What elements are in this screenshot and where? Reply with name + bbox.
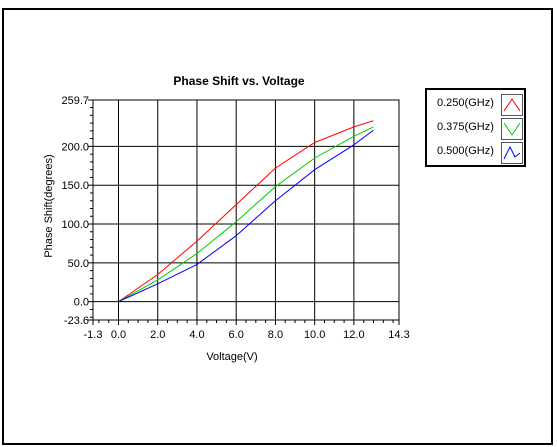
x-tick-label: 8.0 bbox=[268, 329, 283, 341]
x-tick-label: -1.3 bbox=[84, 329, 103, 341]
series-line-2 bbox=[118, 126, 374, 303]
x-axis-label: Voltage(V) bbox=[206, 351, 257, 363]
legend-item-series-2[interactable]: 0.375(GHz) bbox=[427, 117, 524, 141]
y-tick-label: 0.0 bbox=[74, 297, 89, 309]
x-tick-label: 6.0 bbox=[229, 329, 244, 341]
series-line-1 bbox=[118, 120, 374, 303]
legend-label: 0.250(GHz) bbox=[437, 97, 494, 109]
y-tick-label: 50.0 bbox=[68, 258, 89, 270]
x-tick-label: 12.0 bbox=[343, 329, 364, 341]
line-swatch-icon bbox=[501, 118, 523, 140]
y-tick-label: 150.0 bbox=[61, 180, 89, 192]
x-tick-label: 10.0 bbox=[304, 329, 325, 341]
line-swatch-icon bbox=[501, 142, 523, 164]
y-tick-label: 100.0 bbox=[61, 219, 89, 231]
legend-item-series-1[interactable]: 0.250(GHz) bbox=[427, 93, 524, 117]
plot-frame bbox=[92, 99, 400, 321]
y-axis-label: Phase Shift(degrees) bbox=[43, 154, 55, 257]
y-tick-label: 200.0 bbox=[61, 141, 89, 153]
x-tick-label: 4.0 bbox=[189, 329, 204, 341]
y-tick-label: -23.6 bbox=[64, 315, 89, 327]
x-tick-label: 0.0 bbox=[111, 329, 126, 341]
legend-label: 0.500(GHz) bbox=[437, 145, 494, 157]
legend-label: 0.375(GHz) bbox=[437, 121, 494, 133]
series-line-3 bbox=[118, 129, 374, 303]
y-tick-label: 259.7 bbox=[61, 95, 89, 107]
chart-title: Phase Shift vs. Voltage bbox=[173, 74, 304, 88]
line-swatch-icon bbox=[501, 94, 523, 116]
legend-item-series-3[interactable]: 0.500(GHz) bbox=[427, 141, 524, 165]
legend: 0.250(GHz) 0.375(GHz) 0.500(GHz) bbox=[425, 88, 526, 167]
plot-area: -1.3 0.0 2.0 4.0 6.0 8.0 10.0 12.0 14.3 -23.6 0.0 5… bbox=[61, 95, 409, 341]
plot-background bbox=[93, 100, 399, 320]
x-tick-label: 14.3 bbox=[388, 329, 409, 341]
x-tick-label: 2.0 bbox=[150, 329, 165, 341]
